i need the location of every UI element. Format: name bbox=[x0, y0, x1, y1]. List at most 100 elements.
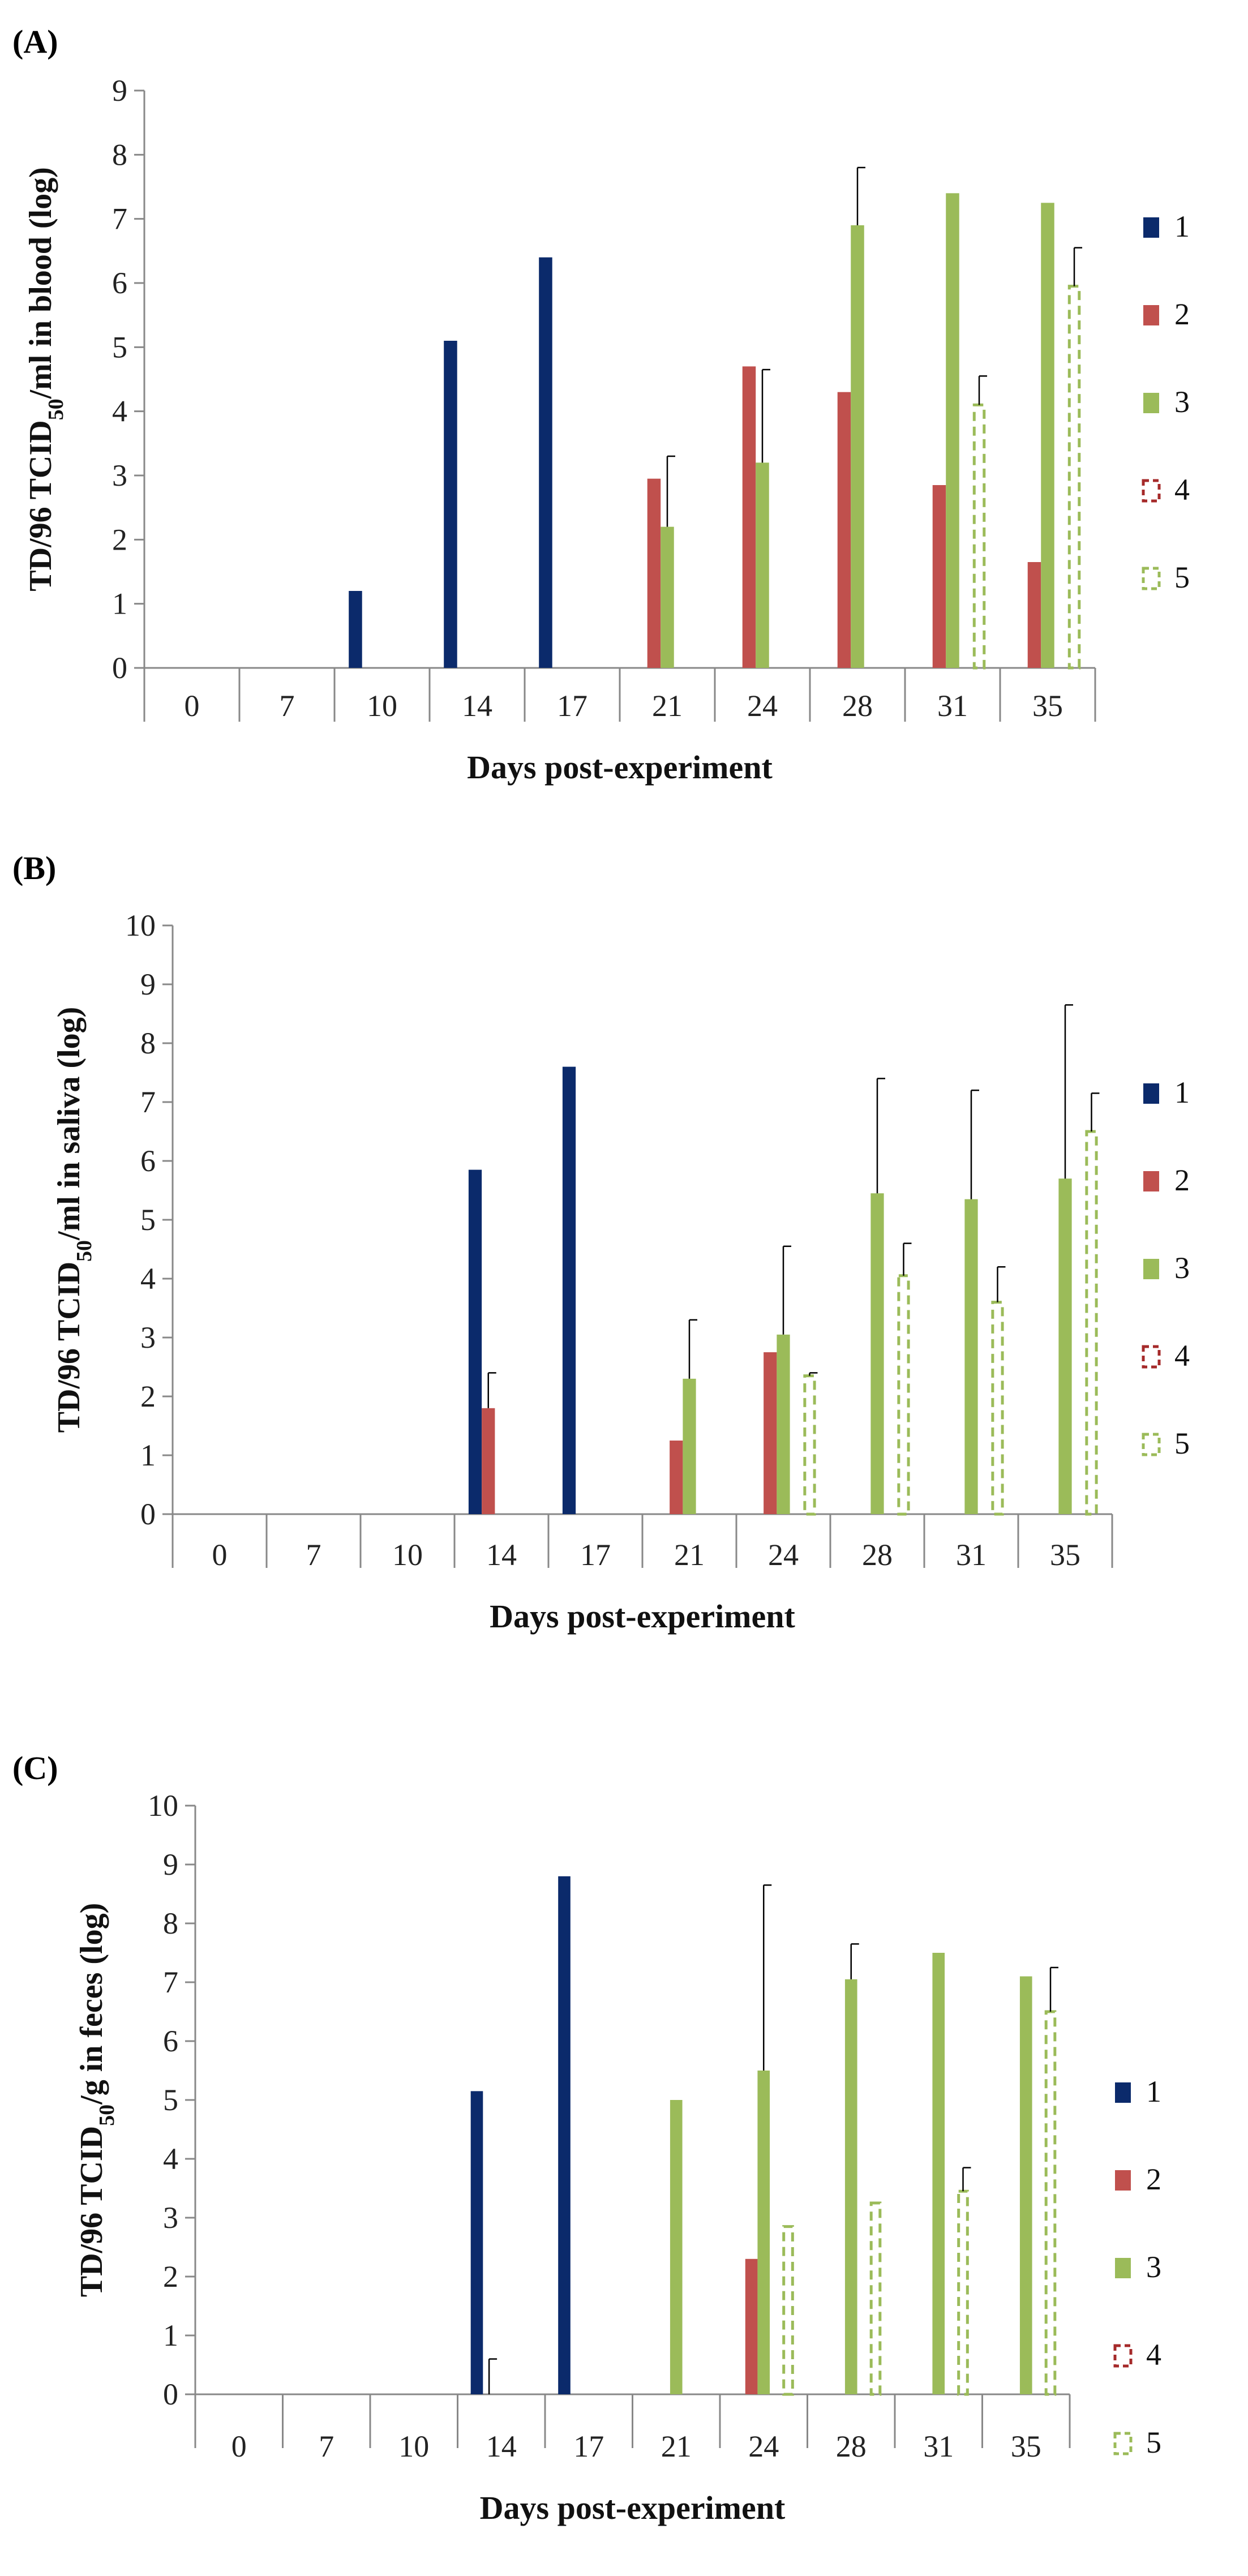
x-axis-label: Days post-experiment bbox=[467, 749, 773, 786]
bar-series-1 bbox=[470, 2091, 483, 2394]
x-tick-label: 35 bbox=[1050, 1538, 1080, 1572]
y-tick-label: 4 bbox=[140, 1262, 156, 1296]
bar-series-1 bbox=[444, 341, 457, 668]
y-tick-label: 0 bbox=[163, 2377, 178, 2411]
x-tick-label: 17 bbox=[580, 1538, 611, 1572]
x-axis-label: Days post-experiment bbox=[480, 2489, 786, 2526]
legend-swatch-4 bbox=[1142, 1345, 1161, 1369]
y-tick-label: 3 bbox=[163, 2201, 178, 2235]
x-tick-label: 35 bbox=[1011, 2429, 1041, 2463]
bar-series-2 bbox=[647, 478, 661, 668]
legend-label-1: 1 bbox=[1174, 209, 1190, 243]
bar-series-5 bbox=[897, 1274, 910, 1516]
x-tick-label: 14 bbox=[462, 689, 492, 723]
x-tick-label: 0 bbox=[212, 1538, 228, 1572]
legend-label-4: 4 bbox=[1146, 2338, 1161, 2372]
legend-swatch-5 bbox=[1142, 567, 1161, 590]
y-tick-label: 6 bbox=[163, 2024, 178, 2058]
bar-series-3 bbox=[777, 1334, 790, 1514]
x-tick-label: 21 bbox=[674, 1538, 705, 1572]
legend-label-2: 2 bbox=[1174, 297, 1190, 331]
y-tick-label: 2 bbox=[163, 2260, 178, 2294]
x-tick-label: 31 bbox=[956, 1538, 987, 1572]
x-tick-label: 17 bbox=[573, 2429, 604, 2463]
bar-series-3 bbox=[1019, 1976, 1032, 2394]
y-tick-label: 2 bbox=[140, 1379, 156, 1413]
y-tick-label: 4 bbox=[112, 395, 127, 428]
bar-series-3 bbox=[870, 1193, 884, 1514]
bar-series-2 bbox=[670, 1441, 683, 1514]
bar-series-2 bbox=[764, 1352, 777, 1514]
legend-label-4: 4 bbox=[1174, 473, 1190, 507]
y-tick-label: 6 bbox=[112, 266, 127, 300]
bar-series-1 bbox=[349, 591, 362, 668]
bar-series-5 bbox=[972, 403, 986, 670]
bar-series-2 bbox=[482, 1408, 495, 1514]
y-tick-label: 0 bbox=[112, 651, 127, 685]
bar-series-5 bbox=[1085, 1130, 1098, 1516]
y-axis-label: TD/96 TCID50/ml in saliva (log) bbox=[52, 1007, 96, 1433]
bar-series-3 bbox=[756, 462, 769, 668]
panel-label: (A) bbox=[12, 23, 58, 60]
x-tick-label: 21 bbox=[661, 2429, 692, 2463]
y-tick-label: 4 bbox=[163, 2142, 178, 2176]
legend-label-5: 5 bbox=[1146, 2425, 1161, 2459]
legend-label-5: 5 bbox=[1174, 1426, 1190, 1460]
bar-series-5 bbox=[782, 2225, 794, 2396]
bar-series-1 bbox=[558, 1876, 571, 2394]
x-tick-label: 21 bbox=[652, 689, 683, 723]
y-tick-label: 3 bbox=[140, 1321, 156, 1355]
bar-series-2 bbox=[932, 485, 946, 668]
legend-label-4: 4 bbox=[1174, 1339, 1190, 1373]
x-tick-label: 10 bbox=[367, 689, 397, 723]
x-tick-label: 14 bbox=[486, 1538, 517, 1572]
x-tick-label: 28 bbox=[862, 1538, 893, 1572]
y-tick-label: 9 bbox=[112, 74, 127, 108]
x-tick-label: 24 bbox=[747, 689, 778, 723]
bar-series-3 bbox=[946, 193, 959, 668]
y-tick-label: 10 bbox=[125, 908, 156, 942]
legend-swatch-2 bbox=[1143, 305, 1159, 325]
y-tick-label: 1 bbox=[112, 587, 127, 621]
x-tick-label: 35 bbox=[1032, 689, 1063, 723]
bar-series-3 bbox=[661, 526, 674, 668]
bar-series-2 bbox=[745, 2258, 758, 2394]
legend-label-3: 3 bbox=[1174, 385, 1190, 419]
legend-swatch-5 bbox=[1113, 2432, 1133, 2455]
y-tick-label: 0 bbox=[140, 1497, 156, 1531]
y-tick-label: 9 bbox=[163, 1848, 178, 1881]
bar-series-2 bbox=[742, 366, 756, 668]
x-tick-label: 17 bbox=[557, 689, 587, 723]
y-tick-label: 2 bbox=[112, 522, 127, 556]
x-tick-label: 7 bbox=[280, 689, 295, 723]
y-tick-label: 9 bbox=[140, 967, 156, 1001]
y-tick-label: 8 bbox=[140, 1026, 156, 1060]
chart-c: 0 1 2 3 4 5 6 7 8 9 10 0 7 10 14 17 21 24 28 31 35 1 2 3 4 5 Days … bbox=[74, 1789, 1161, 2526]
y-tick-label: 5 bbox=[112, 330, 127, 364]
bar-series-3 bbox=[932, 1953, 945, 2394]
x-tick-label: 10 bbox=[398, 2429, 429, 2463]
chart-a: 0 1 2 3 4 5 6 7 8 9 0 7 10 14 17 21 24 28 31 35 1 2 3 4 5 Days po… bbox=[23, 74, 1190, 786]
chart-b: 0 1 2 3 4 5 6 7 8 9 10 0 7 10 14 17 21 24 28 31 35 1 2 3 4 5 Days … bbox=[52, 908, 1190, 1635]
legend-swatch-4 bbox=[1113, 2344, 1133, 2368]
y-tick-label: 8 bbox=[112, 138, 127, 172]
legend-label-1: 1 bbox=[1174, 1075, 1190, 1109]
x-tick-label: 28 bbox=[836, 2429, 867, 2463]
bar-series-3 bbox=[683, 1378, 696, 1514]
panel-a: (A) 0 1 2 3 4 5 6 7 8 9 0 7 10 14 17 21 24 28 31 35 1 2 3 4 5 Day… bbox=[0, 23, 1248, 826]
x-tick-label: 28 bbox=[842, 689, 873, 723]
bar-series-3 bbox=[757, 2071, 770, 2394]
y-tick-label: 5 bbox=[163, 2083, 178, 2117]
panel-c: (C) 0 1 2 3 4 5 6 7 8 9 10 0 7 10 14 17 21 24 28 31 35 1 2 3 4 5 D… bbox=[0, 1749, 1248, 2576]
legend-swatch-3 bbox=[1143, 1259, 1159, 1279]
bar-series-2 bbox=[1027, 562, 1041, 668]
y-axis-label: TD/96 TCID50/ml in blood (log) bbox=[23, 167, 68, 592]
legend-swatch-1 bbox=[1143, 1083, 1159, 1104]
legend-label-1: 1 bbox=[1146, 2074, 1161, 2108]
bar-series-5 bbox=[1067, 285, 1081, 670]
bar-series-3 bbox=[1058, 1178, 1072, 1514]
legend-swatch-4 bbox=[1142, 479, 1161, 503]
legend-swatch-3 bbox=[1115, 2258, 1131, 2278]
bar-series-1 bbox=[562, 1066, 576, 1514]
x-axis-label: Days post-experiment bbox=[490, 1598, 795, 1635]
